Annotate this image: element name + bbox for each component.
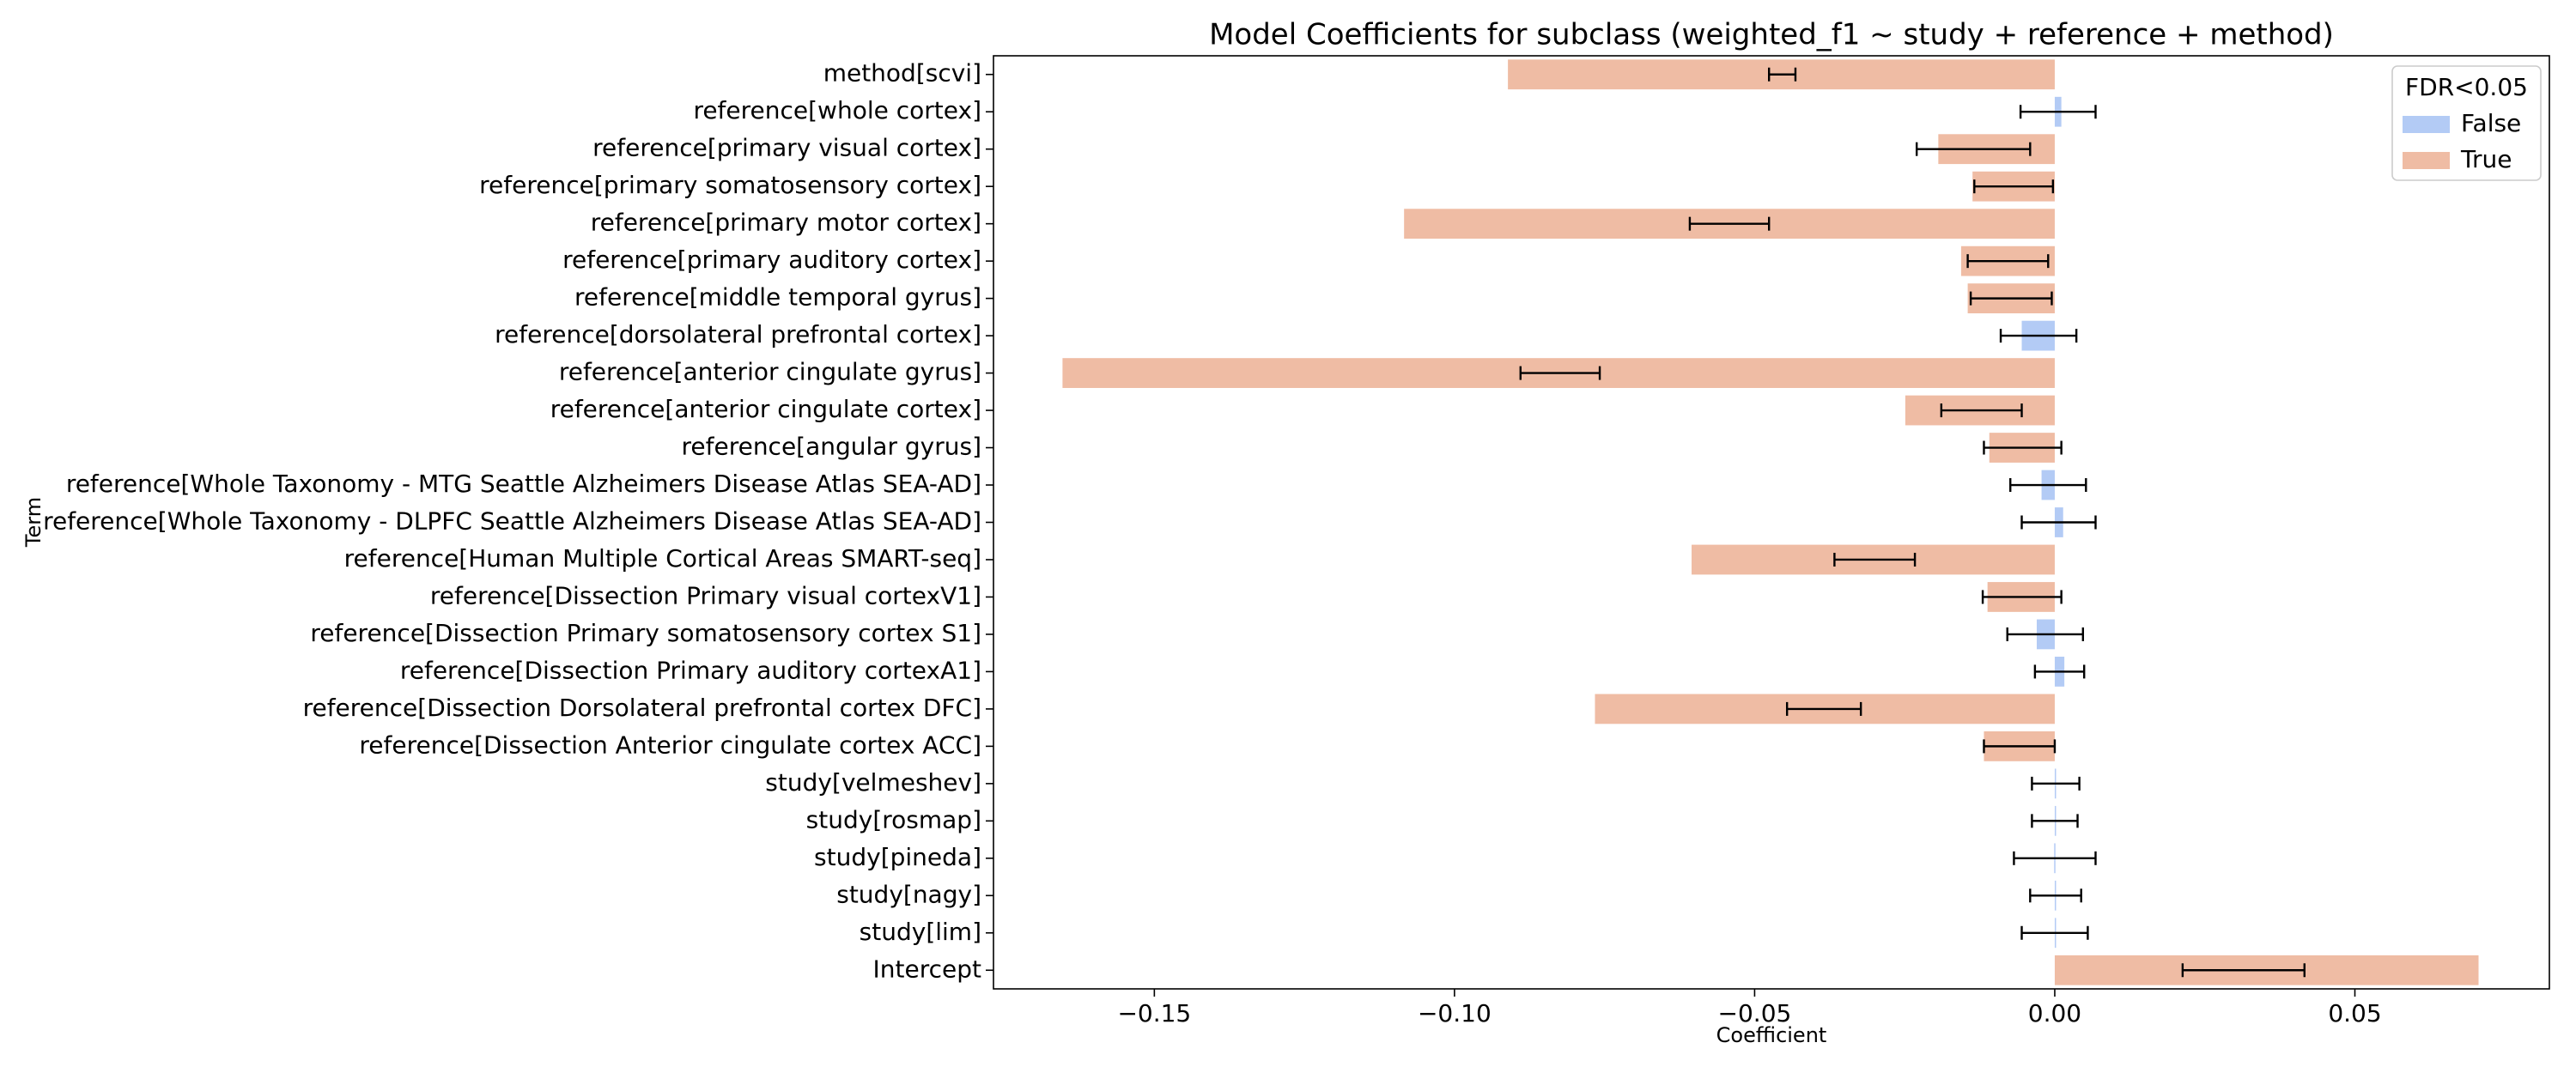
- error-bar: [2033, 664, 2086, 679]
- legend-label: True: [2460, 145, 2512, 173]
- y-tick-label: study[rosmap]: [806, 805, 981, 834]
- legend-swatch: [2403, 116, 2450, 133]
- y-tick-label: reference[primary visual cortex]: [592, 134, 981, 162]
- error-bar: [1915, 142, 2032, 156]
- y-tick-label: reference[middle temporal gyrus]: [574, 283, 981, 312]
- error-bar: [2019, 105, 2097, 119]
- y-tick-label: reference[dorsolateral prefrontal cortex…: [495, 320, 981, 349]
- y-tick-label: reference[primary somatosensory cortex]: [479, 171, 981, 199]
- y-tick-label: reference[Dissection Anterior cingulate …: [359, 730, 981, 759]
- y-tick-label: study[nagy]: [836, 880, 981, 908]
- error-bar: [1983, 440, 2063, 455]
- error-bar: [1940, 403, 2023, 418]
- y-tick-label: reference[primary motor cortex]: [591, 209, 981, 237]
- error-bar: [2020, 515, 2097, 530]
- error-bar: [1833, 552, 1917, 567]
- error-bar: [2031, 776, 2081, 791]
- error-bar: [2006, 627, 2085, 641]
- error-bar: [1981, 590, 2063, 604]
- plot-frame: [993, 55, 2550, 990]
- y-tick-label: reference[Dissection Primary auditory co…: [400, 656, 981, 684]
- y-tick-label: reference[Dissection Dorsolateral prefro…: [303, 694, 981, 722]
- error-bar: [1999, 329, 2078, 343]
- error-bar: [2009, 478, 2087, 493]
- error-bar: [2013, 851, 2097, 865]
- y-tick-label: reference[Whole Taxonomy - MTG Seattle A…: [66, 470, 981, 498]
- error-bar: [1688, 216, 1771, 231]
- y-tick-label: reference[anterior cingulate gyrus]: [559, 358, 981, 386]
- error-bar: [1966, 254, 2050, 269]
- y-tick-label: study[pineda]: [814, 843, 981, 871]
- error-bar: [1519, 366, 1601, 380]
- error-bar: [1768, 67, 1797, 82]
- y-tick-label: reference[Whole Taxonomy - DLPFC Seattle…: [43, 507, 981, 536]
- y-tick-label: Intercept: [873, 955, 982, 983]
- x-tick-label: 0.05: [2328, 999, 2381, 1028]
- legend-title: FDR<0.05: [2405, 73, 2528, 101]
- y-tick-label: reference[whole cortex]: [693, 96, 981, 124]
- y-axis-label: Term: [21, 497, 46, 548]
- y-tick-label: reference[Dissection Primary visual cort…: [430, 581, 981, 609]
- y-tick-label: reference[Human Multiple Cortical Areas …: [344, 544, 981, 573]
- error-bar: [1969, 291, 2053, 306]
- y-tick-label: reference[anterior cingulate cortex]: [550, 395, 981, 423]
- x-axis-label: Coefficient: [1716, 1023, 1827, 1047]
- y-tick-label: study[lim]: [860, 918, 981, 946]
- legend-swatch: [2403, 152, 2450, 169]
- y-tick-label: study[velmeshev]: [765, 768, 981, 797]
- error-bar: [2020, 925, 2089, 940]
- error-bar: [2029, 888, 2082, 903]
- y-tick-label: method[scvi]: [823, 59, 981, 88]
- chart-title: Model Coefficients for subclass (weighte…: [1209, 18, 2334, 52]
- error-bar: [2181, 963, 2306, 978]
- error-bar: [1983, 739, 2057, 754]
- x-tick-label: 0.00: [2028, 999, 2081, 1028]
- x-tick-label: −0.15: [1117, 999, 1191, 1028]
- error-bar: [2031, 814, 2079, 828]
- legend-box: [2391, 65, 2542, 181]
- x-tick-label: −0.05: [1718, 999, 1792, 1028]
- x-tick-label: −0.10: [1418, 999, 1492, 1028]
- y-tick-label: reference[angular gyrus]: [681, 433, 981, 461]
- error-bar: [1785, 701, 1862, 716]
- y-tick-label: reference[Dissection Primary somatosenso…: [310, 619, 981, 647]
- y-tick-label: reference[primary auditory cortex]: [562, 246, 981, 274]
- error-bar: [1973, 179, 2055, 194]
- legend-label: False: [2461, 109, 2521, 137]
